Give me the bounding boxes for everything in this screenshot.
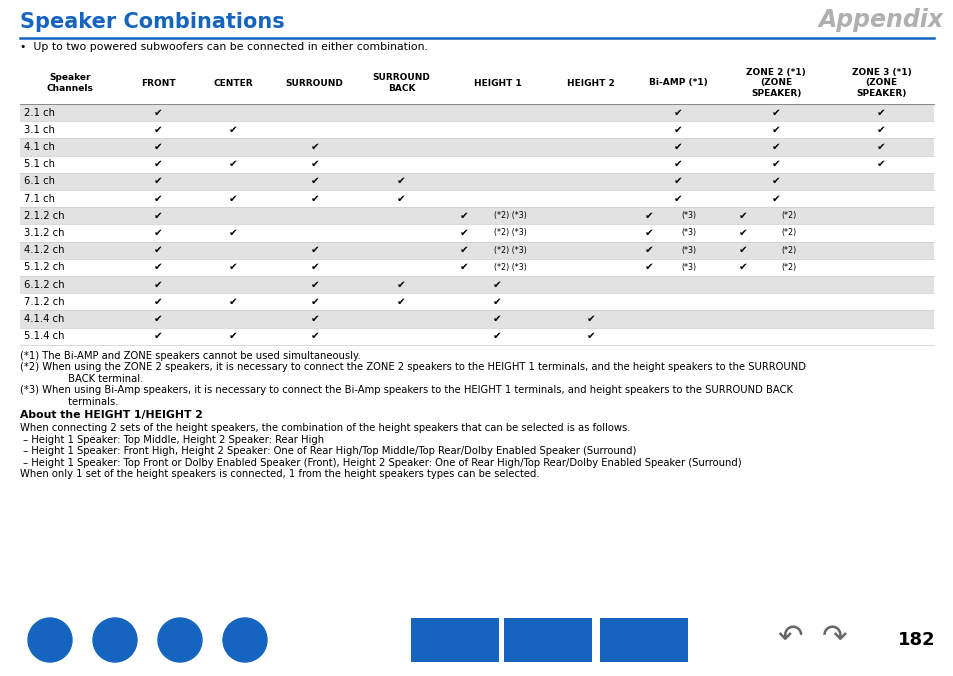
Text: (*3) When using Bi-Amp speakers, it is necessary to connect the Bi-Amp speakers : (*3) When using Bi-Amp speakers, it is n… bbox=[20, 385, 792, 395]
Text: ✔: ✔ bbox=[229, 125, 237, 135]
Text: ✔: ✔ bbox=[493, 280, 501, 289]
Bar bbox=[20, 241, 933, 259]
Text: BACK terminal.: BACK terminal. bbox=[40, 374, 143, 384]
Text: ✔: ✔ bbox=[310, 160, 319, 169]
Text: ✔: ✔ bbox=[396, 280, 406, 289]
Text: ✔: ✔ bbox=[229, 160, 237, 169]
Text: ✔: ✔ bbox=[396, 193, 406, 203]
Text: ✔: ✔ bbox=[644, 211, 653, 221]
Text: 4.1 ch: 4.1 ch bbox=[24, 142, 55, 152]
Text: ✔: ✔ bbox=[738, 228, 746, 238]
Text: ✔: ✔ bbox=[771, 142, 780, 152]
Text: (*2) (*3): (*2) (*3) bbox=[494, 245, 526, 255]
Text: ✔: ✔ bbox=[153, 142, 162, 152]
Circle shape bbox=[158, 618, 202, 662]
Text: HEIGHT 1: HEIGHT 1 bbox=[474, 78, 521, 87]
Text: (*2): (*2) bbox=[781, 212, 796, 220]
Text: – Height 1 Speaker: Top Front or Dolby Enabled Speaker (Front), Height 2 Speaker: – Height 1 Speaker: Top Front or Dolby E… bbox=[20, 458, 740, 468]
Circle shape bbox=[28, 618, 71, 662]
Bar bbox=[20, 328, 933, 345]
Text: ✔: ✔ bbox=[876, 142, 885, 152]
Text: ✔: ✔ bbox=[229, 262, 237, 272]
Text: FRONT: FRONT bbox=[141, 78, 175, 87]
Text: When connecting 2 sets of the height speakers, the combination of the height spe: When connecting 2 sets of the height spe… bbox=[20, 423, 630, 433]
Bar bbox=[599, 618, 687, 662]
Text: (*2): (*2) bbox=[781, 245, 796, 255]
Text: ✔: ✔ bbox=[153, 160, 162, 169]
Text: SURROUND: SURROUND bbox=[286, 78, 343, 87]
Text: (*2) (*3): (*2) (*3) bbox=[494, 263, 526, 272]
Text: ✔: ✔ bbox=[876, 160, 885, 169]
Text: (*2) (*3): (*2) (*3) bbox=[494, 212, 526, 220]
Text: ✔: ✔ bbox=[459, 211, 468, 221]
Text: ✔: ✔ bbox=[673, 125, 681, 135]
Text: (*2) When using the ZONE 2 speakers, it is necessary to connect the ZONE 2 speak: (*2) When using the ZONE 2 speakers, it … bbox=[20, 362, 805, 372]
Text: ✔: ✔ bbox=[153, 245, 162, 256]
Text: ✔: ✔ bbox=[153, 211, 162, 221]
Text: ✔: ✔ bbox=[153, 228, 162, 238]
Bar bbox=[20, 121, 933, 139]
Text: – Height 1 Speaker: Top Middle, Height 2 Speaker: Rear High: – Height 1 Speaker: Top Middle, Height 2… bbox=[20, 435, 324, 445]
Text: Speaker
Channels: Speaker Channels bbox=[47, 73, 93, 93]
Text: – Height 1 Speaker: Front High, Height 2 Speaker: One of Rear High/Top Middle/To: – Height 1 Speaker: Front High, Height 2… bbox=[20, 446, 636, 456]
Bar bbox=[20, 62, 933, 104]
Bar bbox=[411, 618, 498, 662]
Text: ✔: ✔ bbox=[310, 245, 319, 256]
Text: ✔: ✔ bbox=[396, 176, 406, 187]
Bar bbox=[20, 276, 933, 293]
Text: 4.1.4 ch: 4.1.4 ch bbox=[24, 314, 64, 324]
Bar bbox=[20, 173, 933, 190]
Text: ✔: ✔ bbox=[310, 280, 319, 289]
Bar bbox=[20, 190, 933, 208]
Text: ✔: ✔ bbox=[310, 176, 319, 187]
Text: ✔: ✔ bbox=[771, 107, 780, 118]
Circle shape bbox=[223, 618, 267, 662]
Text: ✔: ✔ bbox=[876, 125, 885, 135]
Text: ✔: ✔ bbox=[153, 262, 162, 272]
Circle shape bbox=[92, 618, 137, 662]
Text: (*3): (*3) bbox=[680, 212, 696, 220]
Text: 3.1.2 ch: 3.1.2 ch bbox=[24, 228, 65, 238]
Text: ✔: ✔ bbox=[586, 314, 595, 324]
Text: (*2) (*3): (*2) (*3) bbox=[494, 228, 526, 237]
Text: ↶: ↶ bbox=[777, 623, 801, 652]
Text: ✔: ✔ bbox=[771, 176, 780, 187]
Text: ZONE 3 (*1)
(ZONE
SPEAKER): ZONE 3 (*1) (ZONE SPEAKER) bbox=[851, 68, 910, 98]
Bar bbox=[20, 224, 933, 241]
Text: ✔: ✔ bbox=[153, 193, 162, 203]
Text: ✔: ✔ bbox=[310, 142, 319, 152]
Text: 3.1 ch: 3.1 ch bbox=[24, 125, 55, 135]
Bar bbox=[20, 259, 933, 276]
Text: ✔: ✔ bbox=[310, 262, 319, 272]
Text: ✔: ✔ bbox=[459, 228, 468, 238]
Text: About the HEIGHT 1/HEIGHT 2: About the HEIGHT 1/HEIGHT 2 bbox=[20, 410, 203, 420]
Text: 6.1.2 ch: 6.1.2 ch bbox=[24, 280, 65, 289]
Text: ✔: ✔ bbox=[673, 176, 681, 187]
Text: ↷: ↷ bbox=[821, 623, 847, 652]
Text: ✔: ✔ bbox=[153, 107, 162, 118]
Text: ✔: ✔ bbox=[771, 193, 780, 203]
Text: ✔: ✔ bbox=[310, 331, 319, 341]
Text: ✔: ✔ bbox=[644, 228, 653, 238]
Text: ✔: ✔ bbox=[493, 314, 501, 324]
Text: 7.1 ch: 7.1 ch bbox=[24, 193, 55, 203]
Bar bbox=[20, 293, 933, 310]
Text: ✔: ✔ bbox=[229, 193, 237, 203]
Text: ✔: ✔ bbox=[229, 297, 237, 307]
Bar bbox=[503, 618, 592, 662]
Text: SURROUND
BACK: SURROUND BACK bbox=[373, 73, 430, 93]
Text: 4.1.2 ch: 4.1.2 ch bbox=[24, 245, 65, 256]
Text: Speaker Combinations: Speaker Combinations bbox=[20, 12, 284, 32]
Text: (*3): (*3) bbox=[680, 228, 696, 237]
Text: Appendix: Appendix bbox=[818, 8, 943, 32]
Text: ✔: ✔ bbox=[586, 331, 595, 341]
Text: 2.1.2 ch: 2.1.2 ch bbox=[24, 211, 65, 221]
Text: ✔: ✔ bbox=[229, 228, 237, 238]
Bar bbox=[20, 155, 933, 173]
Text: ✔: ✔ bbox=[153, 280, 162, 289]
Text: ✔: ✔ bbox=[738, 262, 746, 272]
Text: ✔: ✔ bbox=[644, 262, 653, 272]
Text: ✔: ✔ bbox=[153, 176, 162, 187]
Text: (*1) The Bi-AMP and ZONE speakers cannot be used simultaneously.: (*1) The Bi-AMP and ZONE speakers cannot… bbox=[20, 351, 360, 361]
Text: (*2): (*2) bbox=[781, 228, 796, 237]
